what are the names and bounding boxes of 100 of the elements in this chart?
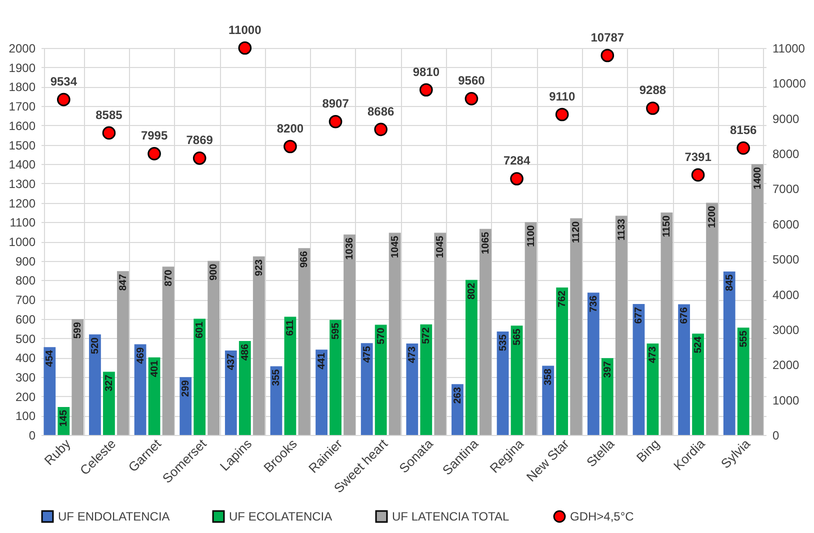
bar (252, 256, 265, 435)
bar (117, 271, 129, 435)
bar (406, 343, 418, 435)
data-label: 677 (634, 306, 645, 324)
bar (660, 212, 673, 435)
data-label: 923 (254, 258, 265, 276)
point (192, 152, 206, 165)
data-label: 401 (149, 360, 160, 378)
data-label: 8585 (96, 108, 123, 122)
bar (646, 343, 659, 435)
y-tick-label: 2000 (8, 42, 36, 56)
y-tick-label: 1300 (8, 176, 36, 191)
data-label: 1200 (707, 205, 718, 228)
bar (208, 260, 220, 435)
data-label: 473 (648, 346, 659, 364)
data-label: 524 (693, 336, 704, 354)
data-label: 1045 (435, 235, 446, 258)
legend-label: GDH>4,5°C (570, 510, 634, 524)
point (328, 114, 342, 128)
data-label: 535 (498, 334, 509, 352)
data-label: 7869 (186, 133, 214, 148)
bar (556, 288, 568, 435)
data-label: 762 (557, 290, 568, 308)
data-label: 9560 (458, 74, 486, 88)
data-label: 9110 (549, 89, 576, 104)
point (238, 41, 252, 55)
bar (524, 222, 537, 435)
bar (420, 324, 432, 435)
data-label: 601 (194, 321, 206, 338)
bar (737, 328, 750, 435)
bar (434, 232, 446, 435)
y-tick-label: 400 (15, 351, 36, 366)
point (600, 48, 614, 62)
data-label: 1036 (344, 237, 356, 260)
bar (388, 232, 401, 435)
bar (615, 216, 628, 435)
data-label: 486 (240, 344, 251, 361)
y2-tick-label: 8000 (772, 147, 800, 162)
y2-tick-label: 6000 (772, 217, 800, 232)
data-label: 845 (724, 274, 736, 292)
bar (284, 316, 296, 435)
data-label: 565 (512, 328, 523, 346)
y-tick-label: 300 (15, 370, 36, 384)
bar (162, 266, 174, 435)
y2-tick-label: 4000 (772, 288, 800, 302)
point (555, 108, 569, 122)
bar (224, 350, 237, 435)
data-label: 454 (44, 350, 56, 367)
data-label: 475 (362, 346, 373, 363)
y-tick-label: 200 (15, 390, 36, 404)
bar (89, 334, 101, 435)
data-label: 555 (738, 330, 750, 348)
point (464, 92, 478, 106)
bar (510, 326, 523, 435)
data-label: 469 (135, 346, 146, 364)
bar (542, 366, 554, 435)
point (691, 168, 705, 182)
bar (298, 248, 310, 435)
data-label: 355 (271, 368, 282, 386)
data-label: 595 (330, 322, 342, 340)
bar (480, 228, 492, 435)
point (374, 122, 388, 136)
data-label: 10787 (590, 30, 624, 44)
point (102, 126, 116, 140)
point (736, 141, 750, 155)
data-label: 473 (407, 346, 418, 364)
data-label: 145 (58, 410, 70, 427)
data-label: 437 (226, 353, 237, 370)
data-label: 900 (208, 263, 220, 281)
bar (44, 347, 56, 435)
data-label: 1100 (526, 224, 537, 247)
y-tick-label: 600 (15, 312, 36, 326)
data-label: 1120 (571, 220, 582, 243)
y-tick-label: 1100 (10, 216, 36, 230)
data-label: 870 (163, 269, 174, 286)
data-label: 599 (72, 322, 84, 339)
data-label: 397 (602, 360, 614, 378)
data-label: 358 (543, 368, 554, 386)
data-label: 1045 (390, 235, 401, 258)
bar (678, 304, 690, 435)
y2-tick-label: 10000 (772, 76, 806, 91)
data-label: 1400 (752, 166, 764, 190)
bar (706, 202, 718, 435)
bar (692, 334, 704, 435)
y-tick-label: 1400 (8, 158, 36, 172)
data-label: 9810 (412, 64, 440, 79)
x-tick-label: Bing (633, 436, 662, 466)
data-label: 299 (180, 380, 192, 397)
y2-tick-label: 2000 (772, 358, 800, 372)
point (419, 83, 433, 97)
y-tick-label: 500 (15, 332, 36, 346)
bar (330, 320, 342, 435)
bar (316, 350, 328, 435)
data-label: 1150 (662, 215, 673, 238)
y-tick-label: 1200 (8, 196, 36, 210)
y-tick-label: 1000 (8, 235, 36, 249)
data-label: 7284 (503, 154, 530, 168)
point (646, 102, 660, 115)
y2-tick-label: 9000 (772, 112, 800, 126)
bar (751, 164, 764, 435)
